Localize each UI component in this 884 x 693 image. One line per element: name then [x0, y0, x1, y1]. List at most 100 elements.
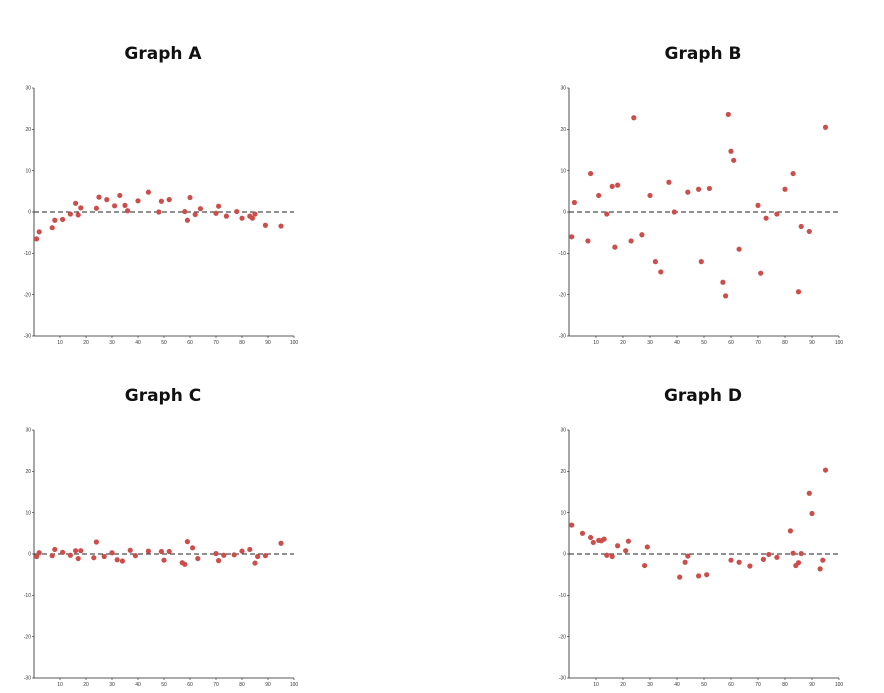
x-tick-label: 60 [187, 682, 193, 688]
data-point [127, 547, 133, 553]
data-point [795, 560, 802, 566]
data-point [790, 170, 796, 177]
x-tick-label: 20 [83, 682, 89, 688]
data-point [278, 540, 284, 546]
data-point [49, 553, 55, 559]
data-point [190, 545, 196, 551]
data-point [36, 229, 42, 235]
data-point [60, 549, 66, 555]
data-point [247, 546, 253, 553]
data-point [252, 560, 258, 566]
data-point [182, 208, 188, 215]
x-tick-label: 90 [265, 682, 271, 688]
data-point [601, 536, 607, 542]
data-point [166, 197, 172, 203]
x-tick-label: 10 [593, 682, 599, 688]
data-point [820, 557, 826, 563]
data-point [682, 559, 688, 565]
data-point [736, 559, 742, 565]
data-point [725, 111, 731, 118]
x-tick-label: 10 [57, 340, 63, 346]
data-point [93, 205, 99, 211]
y-tick-label: -30 [24, 334, 31, 340]
data-point [609, 553, 615, 560]
data-point [132, 553, 138, 559]
x-tick-label: 50 [161, 682, 167, 688]
data-point [588, 534, 594, 541]
x-tick-label: 40 [674, 682, 680, 688]
data-point [234, 208, 240, 215]
y-tick-label: -10 [559, 251, 566, 257]
data-point [249, 215, 255, 221]
data-point [817, 566, 823, 572]
chart-panel-d: Graph D 30 20 10 0 -10 -20 -30 10 20 30 40 50 60 70 80… [559, 380, 844, 690]
data-point [122, 202, 128, 208]
y-tick-label: -30 [559, 334, 566, 340]
x-tick-label: 40 [674, 340, 680, 346]
data-point [239, 215, 245, 221]
y-tick-label: 20 [25, 127, 31, 133]
data-point [216, 558, 222, 564]
data-point [67, 211, 73, 217]
data-point [798, 550, 804, 557]
data-point [49, 225, 55, 231]
y-tick-label: 0 [563, 552, 566, 558]
data-point [34, 236, 40, 242]
x-tick-label: 70 [755, 682, 761, 688]
chart-panel-c: Graph C 30 20 10 0 -10 -20 -30 10 20 30 40 50 60 70 80… [24, 380, 299, 690]
x-tick-label: 10 [593, 340, 599, 346]
data-point [195, 555, 201, 562]
y-tick-label: -30 [24, 676, 31, 682]
y-tick-label: 0 [28, 210, 31, 216]
data-point [166, 548, 172, 555]
data-point [278, 223, 284, 229]
data-point [135, 198, 141, 204]
data-point [806, 228, 812, 235]
data-point [104, 197, 110, 203]
x-tick-label: 20 [620, 682, 626, 688]
x-tick-label: 80 [239, 340, 245, 346]
x-tick-label: 80 [782, 682, 788, 688]
data-point [782, 186, 788, 192]
data-point [596, 192, 602, 199]
data-point [787, 528, 793, 534]
data-point [112, 203, 118, 209]
y-tick-label: -10 [24, 251, 31, 257]
x-tick-label: 20 [83, 340, 89, 346]
data-point [658, 269, 664, 275]
chart-title: Graph D [663, 386, 743, 406]
data-point [197, 206, 203, 212]
x-tick-label: 80 [782, 340, 788, 346]
data-point [728, 557, 734, 563]
data-point [644, 544, 650, 550]
data-point [639, 232, 645, 238]
data-point [604, 552, 610, 558]
data-point [628, 238, 634, 244]
data-point [774, 211, 780, 217]
y-tick-label: 0 [563, 210, 566, 216]
data-point [763, 215, 769, 221]
y-tick-label: 30 [25, 428, 31, 434]
data-point [569, 234, 575, 240]
data-point [213, 210, 219, 216]
data-point [731, 157, 737, 163]
y-tick-label: 30 [560, 86, 566, 92]
data-point [262, 553, 268, 559]
x-tick-label: 50 [701, 682, 707, 688]
x-tick-label: 50 [701, 340, 707, 346]
x-tick-label: 30 [109, 682, 115, 688]
y-tick-label: -10 [559, 593, 566, 599]
x-tick-label: 80 [239, 682, 245, 688]
data-point [747, 563, 753, 569]
y-tick-label: 30 [560, 428, 566, 434]
data-point [36, 550, 42, 556]
data-point [642, 562, 648, 569]
data-point [252, 211, 258, 217]
data-point [615, 543, 621, 549]
y-tick-label: -10 [24, 593, 31, 599]
x-tick-label: 100 [290, 340, 299, 346]
